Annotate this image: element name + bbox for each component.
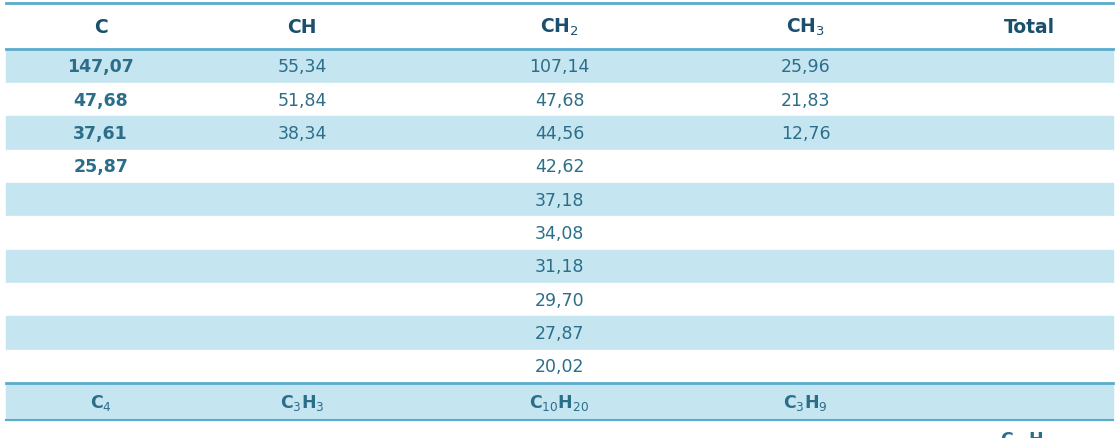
Text: C$_4$: C$_4$ — [90, 392, 112, 412]
Text: 42,62: 42,62 — [535, 158, 584, 176]
Text: 34,08: 34,08 — [535, 224, 584, 243]
Text: 12,76: 12,76 — [781, 124, 830, 143]
Bar — [6, 217, 1113, 250]
Text: 37,61: 37,61 — [74, 124, 128, 143]
Text: 47,68: 47,68 — [74, 91, 128, 110]
Text: 27,87: 27,87 — [535, 324, 584, 343]
Text: 25,96: 25,96 — [781, 58, 830, 76]
Text: C$_3$H$_3$: C$_3$H$_3$ — [280, 392, 325, 412]
Text: 25,87: 25,87 — [73, 158, 129, 176]
Bar — [6, 383, 1113, 420]
Bar — [6, 250, 1113, 283]
Text: 55,34: 55,34 — [278, 58, 327, 76]
Text: C$_{10}$H$_{20}$: C$_{10}$H$_{20}$ — [529, 392, 590, 412]
Bar — [6, 184, 1113, 217]
Bar — [6, 84, 1113, 117]
Bar — [6, 283, 1113, 317]
Bar — [6, 150, 1113, 184]
Text: 107,14: 107,14 — [529, 58, 590, 76]
Text: CH$_2$: CH$_2$ — [540, 17, 579, 38]
Text: 37,18: 37,18 — [535, 191, 584, 209]
Text: 21,83: 21,83 — [781, 91, 830, 110]
Text: 38,34: 38,34 — [278, 124, 327, 143]
Text: CH: CH — [288, 18, 317, 37]
Text: 29,70: 29,70 — [535, 291, 584, 309]
Bar — [6, 117, 1113, 150]
Bar — [6, 50, 1113, 84]
Text: C$_3$H$_9$: C$_3$H$_9$ — [783, 392, 828, 412]
Text: 47,68: 47,68 — [535, 91, 584, 110]
Bar — [6, 350, 1113, 383]
Text: CH$_3$: CH$_3$ — [787, 17, 825, 38]
Text: 31,18: 31,18 — [535, 258, 584, 276]
Text: 51,84: 51,84 — [278, 91, 327, 110]
Text: C$_{20}$H$_{32}$: C$_{20}$H$_{32}$ — [999, 429, 1060, 438]
Text: 147,07: 147,07 — [67, 58, 134, 76]
Text: 44,56: 44,56 — [535, 124, 584, 143]
Text: Total: Total — [1004, 18, 1055, 37]
Bar — [6, 317, 1113, 350]
Text: C: C — [94, 18, 107, 37]
Text: 20,02: 20,02 — [535, 357, 584, 376]
